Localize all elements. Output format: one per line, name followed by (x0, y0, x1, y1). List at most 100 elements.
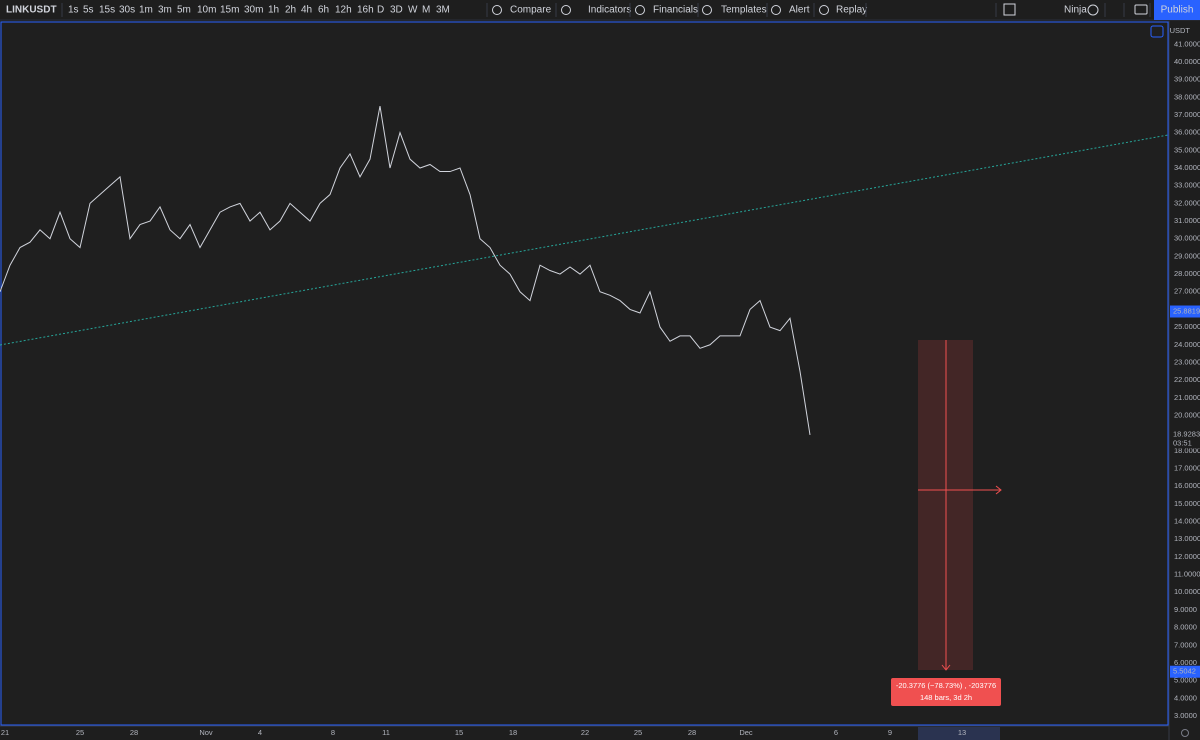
toolbar-icon[interactable] (702, 5, 712, 15)
publish-label[interactable]: Publish (1161, 5, 1194, 16)
y-tick-label: 30.0000 (1174, 234, 1200, 243)
y-tick-label: 15.0000 (1174, 499, 1200, 508)
x-tick-label: 15 (455, 728, 463, 737)
toolbar-button[interactable]: Replay (836, 5, 867, 16)
interval[interactable]: 4h (301, 5, 312, 16)
toolbar-button[interactable]: Indicators (588, 5, 631, 16)
interval[interactable]: 10m (197, 5, 216, 16)
axis-settings-icon[interactable] (1181, 729, 1189, 737)
interval[interactable]: 12h (335, 5, 352, 16)
y-tick-label: 14.0000 (1174, 517, 1200, 526)
x-tick-label: 13 (958, 728, 966, 737)
time-highlight (918, 727, 1000, 740)
toolbar-button[interactable]: Alert (789, 5, 810, 16)
measure-arrow-down (941, 664, 951, 671)
x-tick-label: 18 (509, 728, 517, 737)
y-tick-label: 20.0000 (1174, 410, 1200, 419)
price-label: 5.5042 (1173, 667, 1196, 676)
toolbar-button[interactable]: Compare (510, 5, 552, 16)
y-tick-label: 35.0000 (1174, 145, 1200, 154)
price-label-bg (1170, 305, 1200, 318)
interval[interactable]: 16h (357, 5, 374, 16)
currency: USDT (1170, 26, 1191, 35)
interval[interactable]: 2h (285, 5, 296, 16)
x-tick-label: 4 (258, 728, 262, 737)
y-tick-label: 41.0000 (1174, 39, 1200, 48)
toolbar-icon[interactable] (771, 5, 781, 15)
x-tick-label: 6 (834, 728, 838, 737)
interval[interactable]: 1h (268, 5, 279, 16)
price-label-bg (1170, 428, 1200, 449)
toolbar (0, 0, 1200, 20)
interval[interactable]: 5m (177, 5, 191, 16)
toolbar-icon[interactable] (492, 5, 502, 15)
y-tick-label: 38.0000 (1174, 92, 1200, 101)
y-tick-label: 32.0000 (1174, 198, 1200, 207)
toolbar-icon[interactable] (635, 5, 645, 15)
y-tick-label: 39.0000 (1174, 75, 1200, 84)
publish-button[interactable] (1154, 0, 1200, 20)
y-tick-label: 33.0000 (1174, 181, 1200, 190)
settings-icon[interactable] (1087, 4, 1099, 16)
y-tick-label: 40.0000 (1174, 57, 1200, 66)
interval[interactable]: 5s (83, 5, 94, 16)
y-tick-label: 24.0000 (1174, 340, 1200, 349)
interval[interactable]: 15m (220, 5, 239, 16)
y-tick-label: 9.0000 (1174, 605, 1197, 614)
price-label-bg (1170, 665, 1200, 678)
y-tick-label: 16.0000 (1174, 481, 1200, 490)
layout-icon[interactable] (1003, 3, 1016, 16)
x-tick-label: 28 (130, 728, 138, 737)
y-tick-label: 3.0000 (1174, 711, 1197, 720)
x-tick-label: 25 (76, 728, 84, 737)
toolbar-icon[interactable] (819, 5, 829, 15)
interval[interactable]: 3D (390, 5, 403, 16)
toolbar-button[interactable]: Templates (721, 5, 767, 16)
interval[interactable]: 30m (244, 5, 263, 16)
snapshot-icon[interactable] (1134, 4, 1148, 15)
x-tick-label: 8 (331, 728, 335, 737)
y-tick-label: 7.0000 (1174, 640, 1197, 649)
interval[interactable]: M (422, 5, 430, 16)
toolbar-icon[interactable] (561, 5, 571, 15)
layout-name[interactable]: Ninja (1064, 5, 1087, 16)
interval[interactable]: 3M (436, 5, 450, 16)
symbol[interactable]: LINKUSDT (6, 5, 57, 16)
y-tick-label: 8.0000 (1174, 623, 1197, 632)
x-tick-label: 11 (382, 728, 390, 737)
y-tick-label: 28.0000 (1174, 269, 1200, 278)
y-tick-label: 29.0000 (1174, 251, 1200, 260)
x-tick-label: 22 (581, 728, 589, 737)
y-tick-label: 23.0000 (1174, 357, 1200, 366)
y-tick-label: 17.0000 (1174, 463, 1200, 472)
y-tick-label: 27.0000 (1174, 287, 1200, 296)
y-tick-label: 37.0000 (1174, 110, 1200, 119)
auto-scale-icon[interactable] (1150, 25, 1164, 38)
y-tick-label: 22.0000 (1174, 375, 1200, 384)
y-tick-label: 6.0000 (1174, 658, 1197, 667)
y-tick-label: 18.0000 (1174, 446, 1200, 455)
measure-change: -20.3776 (−78.73%) , -203776 (896, 681, 996, 690)
toolbar-button[interactable]: Financials (653, 5, 698, 16)
measure-range: 148 bars, 3d 2h (920, 693, 972, 702)
measure-label-box (891, 678, 1001, 706)
x-tick-label: 28 (688, 728, 696, 737)
price-line (0, 106, 811, 436)
interval[interactable]: W (408, 5, 418, 16)
y-tick-label: 5.0000 (1174, 676, 1197, 685)
interval[interactable]: 30s (119, 5, 135, 16)
interval[interactable]: 1m (139, 5, 153, 16)
y-tick-label: 21.0000 (1174, 393, 1200, 402)
y-tick-label: 31.0000 (1174, 216, 1200, 225)
y-tick-label: 25.0000 (1174, 322, 1200, 331)
y-tick-label: 11.0000 (1174, 570, 1200, 579)
countdown: 03:51 (1173, 438, 1192, 447)
price-label: 25.8819 (1173, 306, 1200, 315)
interval[interactable]: D (377, 5, 384, 16)
interval[interactable]: 1s (68, 5, 79, 16)
interval[interactable]: 15s (99, 5, 115, 16)
interval[interactable]: 6h (318, 5, 329, 16)
interval[interactable]: 3m (158, 5, 172, 16)
x-tick-label: 9 (888, 728, 892, 737)
